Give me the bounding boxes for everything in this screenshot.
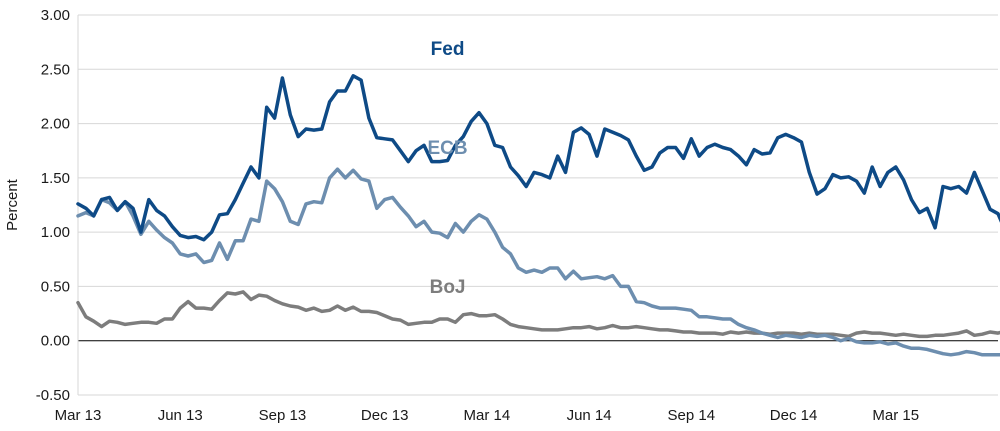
series-label-ecb: ECB	[428, 138, 468, 159]
x-axis-ticks: Mar 13 Jun 13 Sep 13 Dec 13 Mar 14 Jun 14 Sep …	[55, 407, 919, 424]
y-axis-title: Percent	[4, 178, 21, 231]
y-tick-label: 1.00	[41, 224, 70, 241]
y-tick-label: 1.50	[41, 170, 70, 187]
series-line-ecb	[76, 167, 1000, 357]
y-tick-label: 3.00	[41, 7, 70, 24]
x-tick-label: Mar 13	[55, 407, 102, 424]
x-tick-label: Dec 14	[770, 407, 818, 424]
x-tick-label: Sep 14	[668, 407, 716, 424]
grid-lines	[77, 14, 998, 396]
series-lines	[76, 74, 1000, 357]
series-labels: Fed ECB BoJ	[428, 39, 468, 298]
y-tick-label: 2.50	[41, 61, 70, 78]
y-axis-ticks: 3.00 2.50 2.00 1.50 1.00 0.50 0.00 -0.50	[36, 7, 70, 404]
x-tick-label: Sep 13	[259, 407, 307, 424]
x-tick-label: Dec 13	[361, 407, 409, 424]
series-line-boj	[76, 290, 1000, 339]
series-label-fed: Fed	[431, 39, 465, 60]
x-tick-label: Jun 14	[567, 407, 612, 424]
y-tick-label: 2.00	[41, 116, 70, 133]
series-label-boj: BoJ	[430, 277, 466, 298]
series-line-fed	[76, 74, 1000, 242]
x-tick-label: Mar 15	[872, 407, 919, 424]
y-tick-label: 0.50	[41, 278, 70, 295]
y-tick-label: -0.50	[36, 387, 70, 404]
x-tick-label: Jun 13	[158, 407, 203, 424]
y-tick-label: 0.00	[41, 333, 70, 350]
x-tick-label: Mar 14	[464, 407, 511, 424]
